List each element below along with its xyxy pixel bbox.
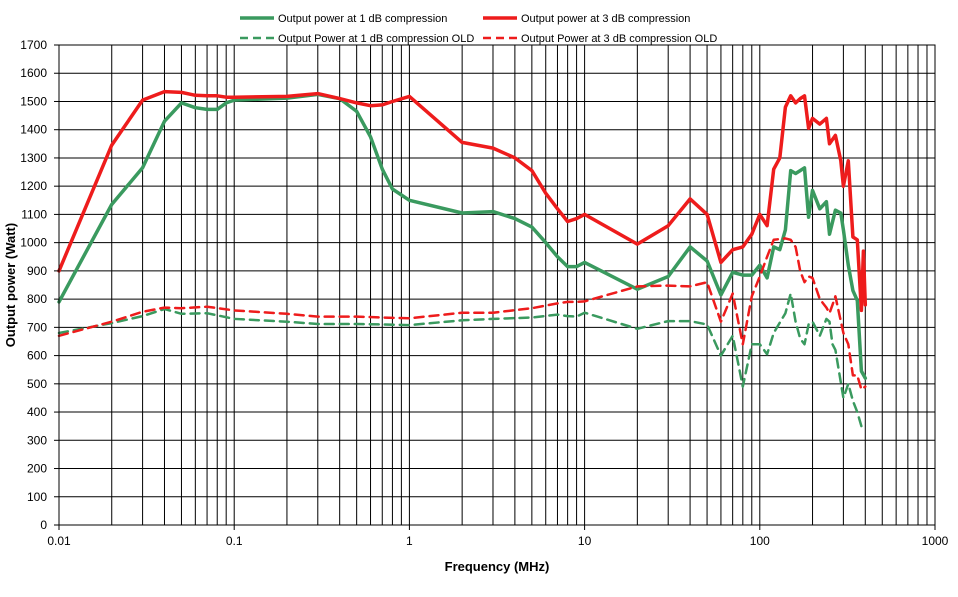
y-tick-label: 600 bbox=[27, 349, 47, 363]
y-tick-label: 1200 bbox=[20, 179, 47, 193]
x-axis-title: Frequency (MHz) bbox=[445, 559, 550, 574]
x-tick-label: 0.1 bbox=[226, 534, 243, 548]
y-axis-title: Output power (Watt) bbox=[3, 223, 18, 347]
y-tick-label: 300 bbox=[27, 433, 47, 447]
legend: Output power at 1 dB compression Output p… bbox=[240, 13, 717, 45]
y-tick-label: 1600 bbox=[20, 66, 47, 80]
legend-label-2: Output power at 3 dB compression bbox=[521, 13, 690, 25]
series-layer bbox=[57, 89, 868, 428]
y-tick-label: 800 bbox=[27, 292, 47, 306]
y-tick-label: 700 bbox=[27, 320, 47, 334]
y-tick-label: 900 bbox=[27, 264, 47, 278]
grid bbox=[59, 45, 935, 525]
plot-frame bbox=[58, 44, 936, 526]
y-tick-label: 0 bbox=[40, 518, 47, 532]
legend-label-1: Output power at 1 dB compression bbox=[278, 13, 447, 25]
legend-label-3: Output Power at 1 dB compression OLD bbox=[278, 33, 474, 45]
y-tick-label: 1500 bbox=[20, 94, 47, 108]
x-tick-label: 1000 bbox=[922, 534, 949, 548]
x-tick-label: 1 bbox=[406, 534, 413, 548]
series-line-1 bbox=[57, 92, 868, 380]
x-tick-label: 10 bbox=[578, 534, 592, 548]
x-tick-label: 100 bbox=[750, 534, 770, 548]
series-line-2 bbox=[57, 89, 868, 313]
y-tick-label: 1300 bbox=[20, 151, 47, 165]
y-tick-label: 1100 bbox=[21, 207, 47, 221]
y-tick-label: 400 bbox=[27, 405, 47, 419]
y-tick-label: 1400 bbox=[20, 123, 47, 137]
x-tick-label: 0.01 bbox=[47, 534, 71, 548]
tick-labels: 0100200300400500600700800900100011001200… bbox=[20, 38, 948, 548]
y-tick-label: 1000 bbox=[20, 236, 47, 250]
y-tick-label: 200 bbox=[27, 462, 47, 476]
legend-label-4: Output Power at 3 dB compression OLD bbox=[521, 33, 717, 45]
y-tick-label: 500 bbox=[27, 377, 47, 391]
y-tick-label: 1700 bbox=[20, 38, 47, 52]
y-tick-label: 100 bbox=[27, 490, 47, 504]
series-line-4 bbox=[57, 237, 867, 391]
series-line-3 bbox=[57, 292, 863, 428]
